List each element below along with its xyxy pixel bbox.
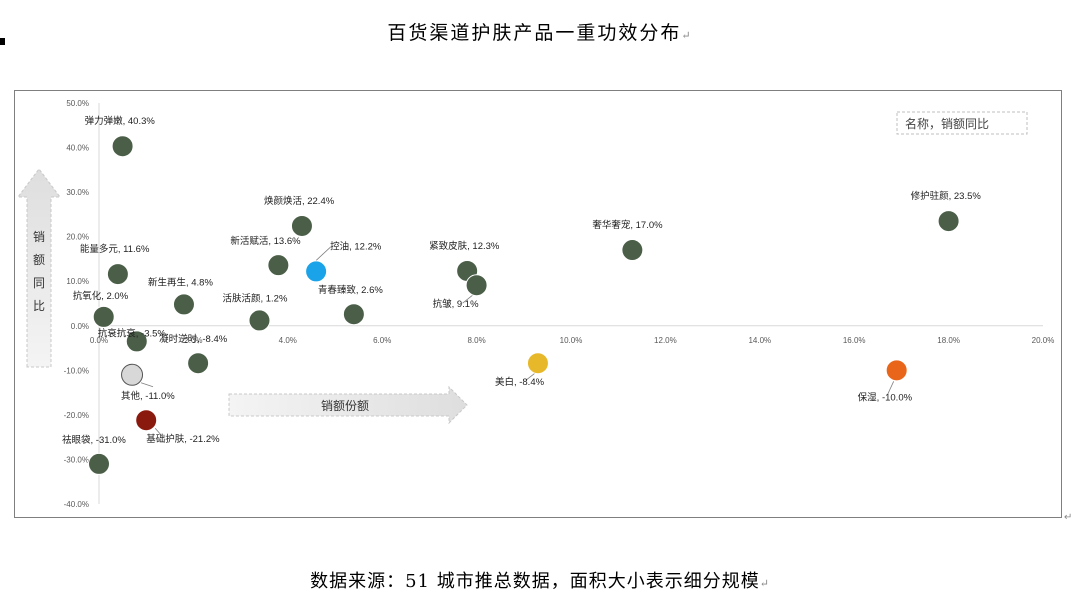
y-tick-label: 10.0% xyxy=(66,277,89,286)
data-points xyxy=(88,135,960,475)
y-tick-label: -30.0% xyxy=(64,455,89,464)
y-tick-label: 20.0% xyxy=(66,233,89,242)
x-tick-label: 6.0% xyxy=(373,336,391,345)
data-label: 紧致皮肤, 12.3% xyxy=(429,240,500,252)
data-point xyxy=(885,359,908,382)
data-label: 新活赋活, 13.6% xyxy=(230,235,301,247)
y-axis-label-char: 额 xyxy=(33,253,45,267)
y-tick-label: -20.0% xyxy=(64,411,89,420)
data-labels: 弹力弹嫩, 40.3% 修护驻颜, 23.5% 焕颜焕活, 22.4% 奢华奢宠, 1… xyxy=(62,115,981,446)
legend-box: 名称，销额同比 xyxy=(896,111,1028,135)
leader-line xyxy=(140,382,154,388)
x-tick-label: 12.0% xyxy=(654,336,677,345)
data-point xyxy=(465,274,488,297)
y-tick-label: -40.0% xyxy=(64,500,89,509)
data-label: 保湿, -10.0% xyxy=(858,391,913,403)
x-tick-label: 10.0% xyxy=(560,336,583,345)
data-label: 弹力弹嫩, 40.3% xyxy=(85,115,156,127)
y-tick-label: 40.0% xyxy=(66,144,89,153)
frame-paragraph-mark-icon: ↵ xyxy=(1064,512,1073,523)
data-point xyxy=(125,330,148,353)
data-label: 控油, 12.2% xyxy=(330,240,382,252)
source-paragraph-mark-icon: ↵ xyxy=(759,577,770,590)
data-point xyxy=(937,210,960,233)
x-tick-label: 4.0% xyxy=(279,336,297,345)
data-point xyxy=(290,214,313,237)
data-point xyxy=(267,254,290,277)
data-label: 新生再生, 4.8% xyxy=(148,276,213,288)
x-tick-label: 2.0% xyxy=(184,336,202,345)
paragraph-mark-icon: ↵ xyxy=(681,29,693,42)
y-tick-label: 0.0% xyxy=(71,322,89,331)
page-title-text: 百货渠道护肤产品一重功效分布 xyxy=(387,22,682,44)
y-axis-label-char: 销 xyxy=(33,230,45,244)
data-label: 奢华奢宠, 17.0% xyxy=(592,219,663,231)
data-point xyxy=(172,293,195,316)
data-label: 抗氧化, 2.0% xyxy=(73,290,129,302)
leader-line xyxy=(887,381,895,395)
data-label: 修护驻颜, 23.5% xyxy=(911,190,982,202)
y-axis-label-char: 同 xyxy=(33,276,45,290)
data-label: 抗皱, 9.1% xyxy=(433,298,479,310)
y-axis-arrow-icon: 销额同比 xyxy=(17,168,61,368)
data-label: 青春臻致, 2.6% xyxy=(318,284,383,296)
data-point xyxy=(92,305,115,328)
y-tick-label: 30.0% xyxy=(66,188,89,197)
chart-frame: 销额同比 销额份额 名称，销额同比 50.0% 40.0% 30.0% 20.0% 10… xyxy=(14,90,1062,518)
data-point xyxy=(121,363,144,386)
data-label: 能量多元, 11.6% xyxy=(80,243,150,255)
data-point xyxy=(135,409,158,432)
data-point xyxy=(621,239,644,262)
x-axis-label: 销额份额 xyxy=(321,399,369,413)
data-label: 基础护肤, -21.2% xyxy=(146,433,220,445)
data-point xyxy=(88,452,110,475)
x-tick-label: 0.0% xyxy=(90,336,108,345)
data-label: 祛眼袋, -31.0% xyxy=(62,434,126,446)
x-tick-label: 14.0% xyxy=(748,336,771,345)
source-text: 数据来源：51 城市推总数据，面积大小表示细分规模 xyxy=(310,571,760,592)
data-label: 焕颜焕活, 22.4% xyxy=(264,195,335,207)
margin-marker xyxy=(0,38,5,45)
data-point xyxy=(187,352,210,375)
x-axis-arrow-icon: 销额份额 xyxy=(228,385,468,425)
data-label: 其他, -11.0% xyxy=(121,390,175,402)
data-point xyxy=(305,260,328,283)
data-point xyxy=(342,303,365,326)
data-label: 凝时逆时, -8.4% xyxy=(159,333,228,345)
data-point xyxy=(106,263,129,286)
data-label: 美白, -8.4% xyxy=(495,376,545,388)
leader-lines xyxy=(140,247,895,437)
data-point xyxy=(111,135,134,158)
y-axis-label: 销额同比 xyxy=(33,230,45,313)
x-tick-label: 20.0% xyxy=(1032,336,1055,345)
data-label: 活肤活颜, 1.2% xyxy=(222,292,287,304)
y-tick-label: -10.0% xyxy=(64,366,89,375)
scatter-chart: 销额同比 销额份额 名称，销额同比 50.0% 40.0% 30.0% 20.0% 10… xyxy=(17,99,1055,509)
x-tick-label: 8.0% xyxy=(467,336,485,345)
page-title: 百货渠道护肤产品一重功效分布↵ xyxy=(0,18,1080,45)
data-point xyxy=(526,352,549,375)
x-tick-label: 16.0% xyxy=(843,336,866,345)
legend-label: 名称，销额同比 xyxy=(905,116,989,131)
y-axis-label-char: 比 xyxy=(33,299,45,313)
leader-line xyxy=(462,294,473,304)
leader-line xyxy=(315,247,331,261)
leader-line xyxy=(154,427,163,437)
y-tick-label: 50.0% xyxy=(66,99,89,108)
axes: 50.0% 40.0% 30.0% 20.0% 10.0% 0.0% -10.0% -20.0… xyxy=(64,99,1055,509)
source-note: 数据来源：51 城市推总数据，面积大小表示细分规模↵ xyxy=(0,567,1080,593)
data-point xyxy=(248,309,271,332)
data-label: 抗衰抗衰, -3.5% xyxy=(98,327,167,339)
leader-line xyxy=(525,372,536,381)
x-tick-label: 18.0% xyxy=(937,336,960,345)
